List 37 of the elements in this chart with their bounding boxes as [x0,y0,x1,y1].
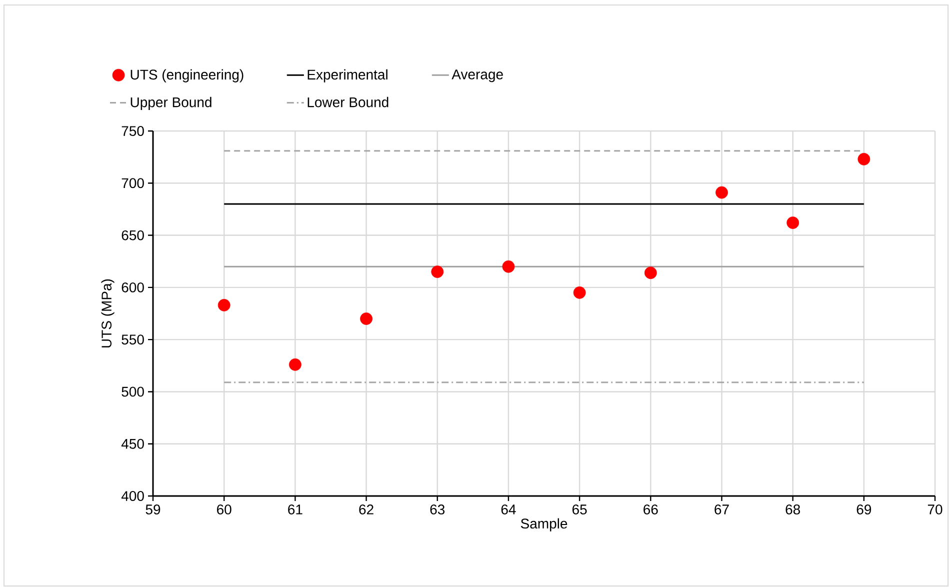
legend-label: UTS (engineering) [130,69,244,82]
y-axis-title: UTS (MPa) [101,279,114,348]
x-tick-label: 68 [786,504,800,514]
x-tick-label: 66 [644,504,658,514]
x-tick-label: 60 [217,504,232,514]
x-tick-label: 65 [572,504,587,514]
x-tick-label: 64 [501,504,516,514]
legend-label: Experimental [308,69,388,82]
y-tick-label: 600 [122,282,144,292]
x-tick-label: 61 [288,504,302,514]
y-tick-label: 500 [122,386,144,397]
point [858,152,870,166]
x-tick-label: 63 [430,504,445,514]
x-tick-label: 59 [146,504,160,514]
y-tick-label: 700 [122,178,144,188]
point [218,298,230,312]
point [288,358,302,371]
point [360,312,372,325]
y-tick-label: 750 [122,126,144,136]
y-tick-label: 400 [121,491,144,501]
legend-label: Upper Bound [130,96,212,110]
x-axis-title: Sample [520,518,568,532]
y-tick-label: 550 [122,334,144,345]
x-tick-label: 67 [714,504,729,514]
point [644,266,657,280]
point [502,260,515,273]
legend-label: Lower Bound [308,96,388,108]
legend-label: Average [452,70,503,82]
point [431,266,444,278]
point [786,216,800,229]
y-tick-label: 450 [121,438,144,449]
point [573,286,586,299]
x-tick-label: 69 [856,504,872,514]
y-tick-label: 650 [122,230,144,240]
x-tick-label: 62 [359,504,374,514]
point [716,186,728,199]
x-tick-label: 70 [928,504,942,514]
